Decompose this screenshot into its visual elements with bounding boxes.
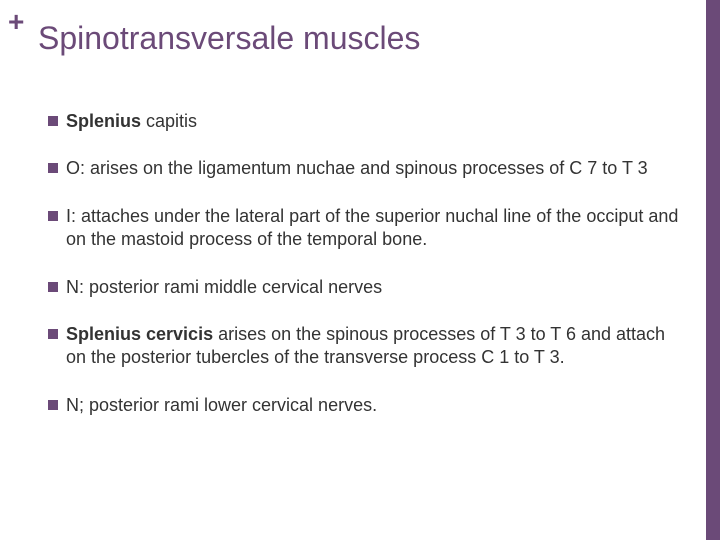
list-item-text: I: attaches under the lateral part of th… xyxy=(66,205,680,252)
bullet-icon xyxy=(48,211,58,221)
bullet-icon xyxy=(48,163,58,173)
bullet-icon xyxy=(48,116,58,126)
list-item: Splenius cervicis arises on the spinous … xyxy=(48,323,680,370)
list-item-text: Splenius cervicis arises on the spinous … xyxy=(66,323,680,370)
list-item-text: Splenius capitis xyxy=(66,110,680,133)
list-item: O: arises on the ligamentum nuchae and s… xyxy=(48,157,680,180)
list-item-text: N: posterior rami middle cervical nerves xyxy=(66,276,680,299)
bullet-icon xyxy=(48,400,58,410)
list-item: N: posterior rami middle cervical nerves xyxy=(48,276,680,299)
slide-title: Spinotransversale muscles xyxy=(38,20,420,57)
list-item-text: N; posterior rami lower cervical nerves. xyxy=(66,394,680,417)
bullet-list: Splenius capitis O: arises on the ligame… xyxy=(48,110,680,441)
list-item: I: attaches under the lateral part of th… xyxy=(48,205,680,252)
right-accent-bar xyxy=(706,0,720,540)
bullet-icon xyxy=(48,329,58,339)
plus-icon: + xyxy=(8,8,24,36)
list-item: Splenius capitis xyxy=(48,110,680,133)
bullet-icon xyxy=(48,282,58,292)
list-item: N; posterior rami lower cervical nerves. xyxy=(48,394,680,417)
list-item-text: O: arises on the ligamentum nuchae and s… xyxy=(66,157,680,180)
